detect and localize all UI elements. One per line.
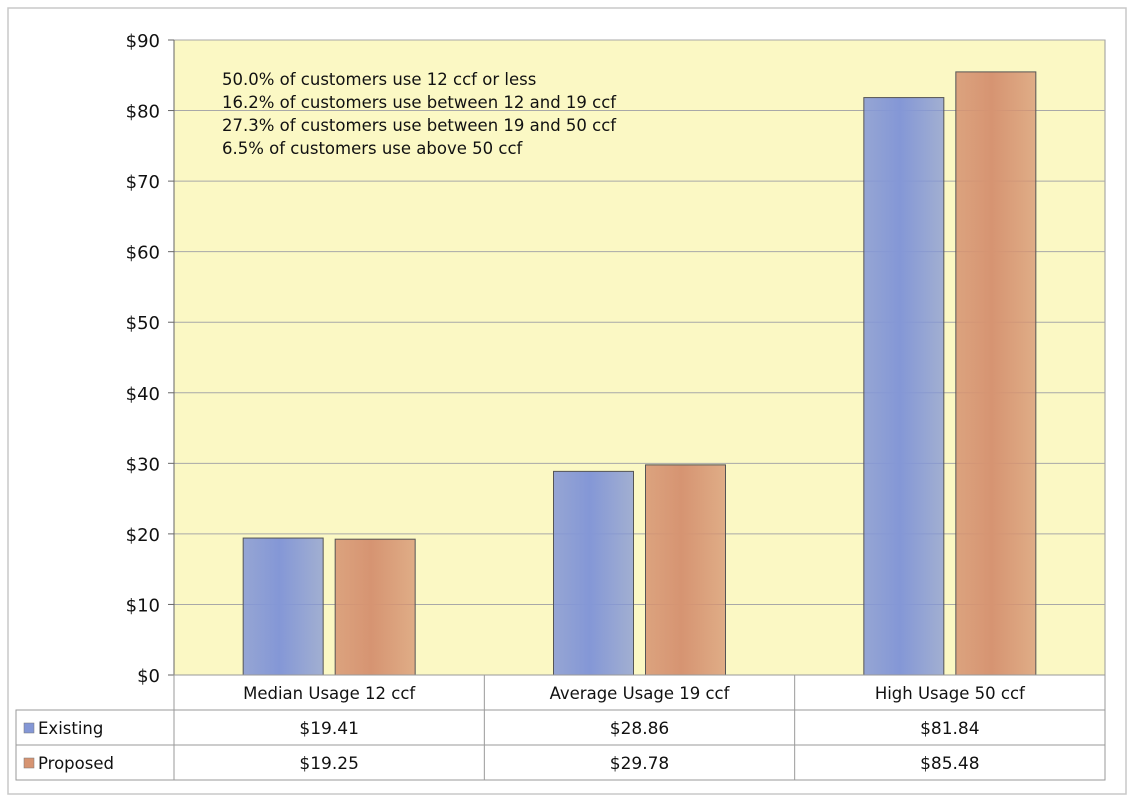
bar-proposed-2 bbox=[645, 464, 726, 676]
annotations: 50.0% of customers use 12 ccf or less 16.… bbox=[222, 70, 617, 158]
y-tick-label: $20 bbox=[126, 525, 160, 546]
y-tick-label: $10 bbox=[126, 595, 160, 616]
y-tick-label: $40 bbox=[126, 384, 160, 405]
legend-key-existing bbox=[23, 722, 35, 734]
y-tick-label: $30 bbox=[126, 454, 160, 475]
bar-existing-1 bbox=[242, 537, 324, 676]
category-label: Median Usage 12 ccf bbox=[243, 684, 416, 703]
table-cell: $85.48 bbox=[920, 754, 979, 774]
data-table: Median Usage 12 ccf Average Usage 19 ccf H… bbox=[15, 674, 1106, 781]
category-label: High Usage 50 ccf bbox=[875, 684, 1026, 703]
table-cell: $29.78 bbox=[610, 754, 669, 774]
annotation-line: 50.0% of customers use 12 ccf or less bbox=[222, 70, 536, 89]
table-cell: $19.25 bbox=[299, 754, 358, 774]
gridlines bbox=[174, 39, 1105, 605]
y-tick-label: $90 bbox=[126, 31, 160, 52]
bar-proposed-3 bbox=[955, 71, 1037, 676]
bar-existing-3 bbox=[863, 97, 945, 676]
annotation-line: 6.5% of customers use above 50 ccf bbox=[222, 139, 524, 158]
bar-existing-2 bbox=[553, 470, 634, 676]
bars bbox=[242, 71, 1037, 676]
y-tick-label: $80 bbox=[126, 102, 160, 123]
annotation-line: 16.2% of customers use between 12 and 19… bbox=[222, 93, 617, 112]
y-tick-label: $70 bbox=[126, 172, 160, 193]
table-row bbox=[15, 744, 1106, 781]
table-cell: $28.86 bbox=[610, 719, 669, 739]
annotation-line: 27.3% of customers use between 19 and 50… bbox=[222, 116, 617, 135]
table-cell: $81.84 bbox=[920, 719, 979, 739]
y-tick-label: $50 bbox=[126, 313, 160, 334]
legend-label-existing: Existing bbox=[38, 719, 103, 738]
bar-proposed-1 bbox=[334, 538, 416, 676]
category-label: Average Usage 19 ccf bbox=[550, 684, 731, 703]
table-row bbox=[15, 709, 1106, 746]
y-axis: $0 $10 $20 $30 $40 $50 $60 $70 $80 $90 bbox=[126, 31, 175, 687]
table-cell: $19.41 bbox=[299, 719, 358, 739]
y-tick-label: $0 bbox=[137, 666, 160, 687]
chart-frame bbox=[7, 7, 1127, 795]
table-header-row bbox=[173, 674, 1106, 711]
y-tick-label: $60 bbox=[126, 243, 160, 264]
legend-key-proposed bbox=[23, 757, 35, 769]
legend-label-proposed: Proposed bbox=[38, 754, 114, 773]
